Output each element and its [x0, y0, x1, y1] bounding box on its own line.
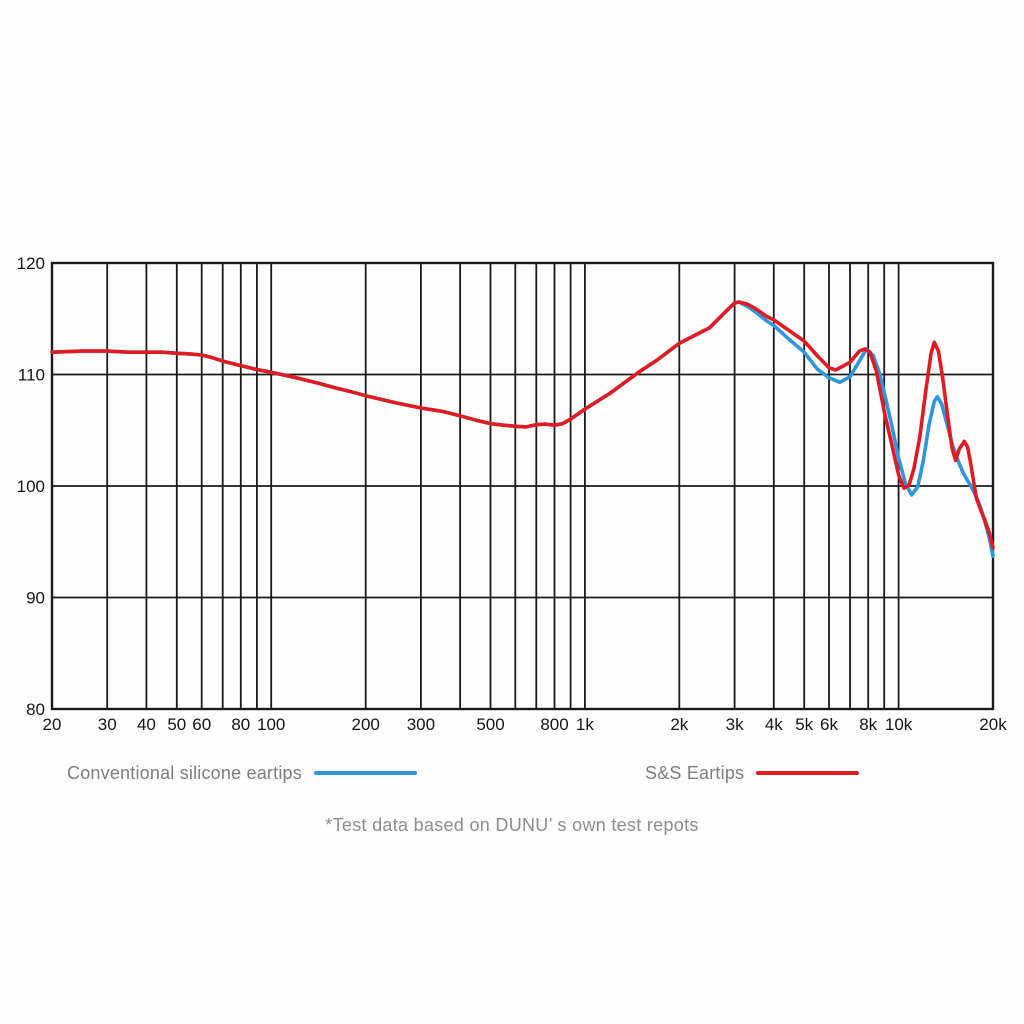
x-tick-label: 5k [795, 715, 813, 734]
y-tick-label: 80 [26, 700, 45, 719]
y-tick-label: 110 [18, 366, 45, 385]
y-tick-label: 100 [17, 477, 45, 496]
series-line-conventional [50, 300, 995, 558]
x-tick-label: 100 [257, 715, 285, 734]
x-tick-label: 80 [231, 715, 250, 734]
y-tick-label: 90 [26, 589, 45, 608]
legend-item-conventional: Conventional silicone eartips [67, 760, 417, 786]
legend-label-conventional: Conventional silicone eartips [67, 762, 302, 783]
x-tick-label: 6k [820, 715, 838, 734]
plot-border [50, 261, 995, 711]
series-line-ss [50, 300, 995, 550]
footnote-text: *Test data based on DUNU’ s own test rep… [325, 815, 699, 835]
legend-item-ss-eartips: S&S Eartips [645, 760, 860, 786]
x-tick-label: 1k [576, 715, 594, 734]
x-tick-label: 500 [476, 715, 504, 734]
x-tick-label: 300 [407, 715, 435, 734]
x-tick-label: 50 [167, 715, 186, 734]
x-tick-label: 20k [979, 715, 1007, 734]
x-tick-label: 200 [352, 715, 380, 734]
x-tick-label: 30 [98, 715, 117, 734]
x-tick-label: 40 [137, 715, 156, 734]
x-tick-label: 10k [885, 715, 913, 734]
x-tick-label: 8k [859, 715, 877, 734]
legend-line-swatch-conventional [313, 771, 417, 775]
legend-label-ss-eartips: S&S Eartips [645, 762, 745, 783]
x-tick-label: 3k [726, 715, 744, 734]
x-tick-label: 2k [670, 715, 688, 734]
x-tick-label: 4k [765, 715, 783, 734]
x-tick-label: 60 [192, 715, 211, 734]
x-tick-label: 20 [43, 715, 62, 734]
legend-line-swatch-ss-eartips [756, 771, 860, 775]
x-tick-label: 800 [540, 715, 568, 734]
y-tick-label: 120 [17, 254, 45, 273]
